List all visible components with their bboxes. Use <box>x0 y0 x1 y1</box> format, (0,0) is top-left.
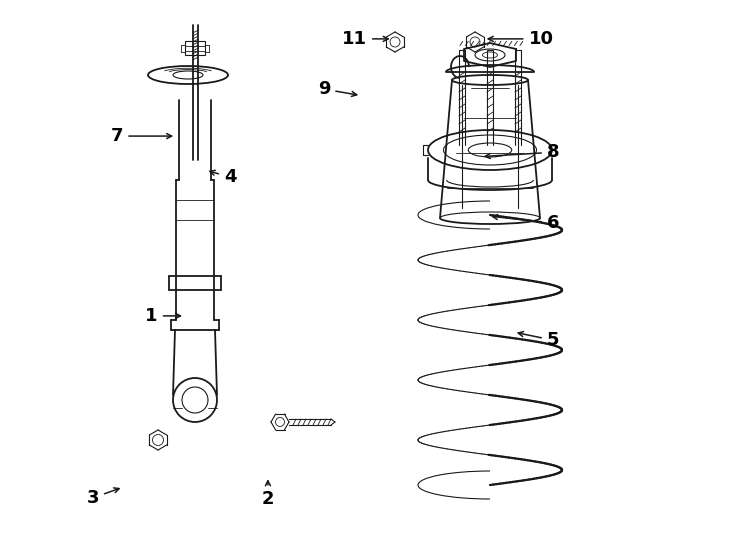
Text: 11: 11 <box>342 30 388 48</box>
Text: 2: 2 <box>261 481 275 509</box>
Text: 8: 8 <box>485 143 559 161</box>
Text: 4: 4 <box>210 168 236 186</box>
Text: 5: 5 <box>518 331 559 349</box>
Text: 6: 6 <box>493 214 559 232</box>
Text: 7: 7 <box>111 127 172 145</box>
Text: 1: 1 <box>145 307 181 325</box>
Text: 10: 10 <box>488 30 553 48</box>
Text: 3: 3 <box>87 488 119 507</box>
Bar <box>185 41 205 55</box>
Text: 9: 9 <box>318 80 357 98</box>
